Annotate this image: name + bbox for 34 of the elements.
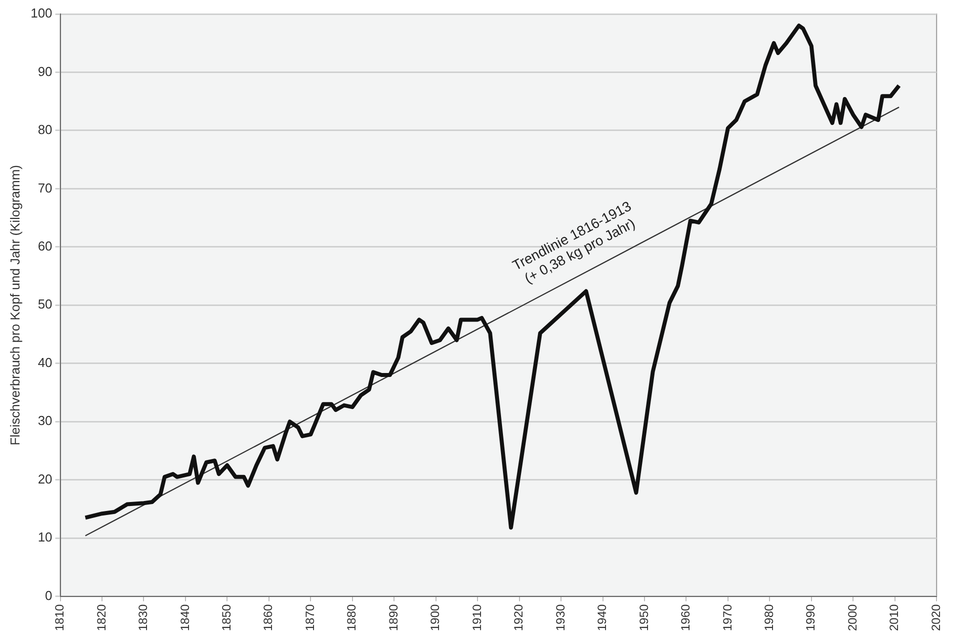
x-tick-label: 2020	[928, 604, 943, 632]
x-tick-label: 1970	[720, 604, 734, 632]
x-tick-label: 1840	[178, 604, 192, 632]
x-tick-label: 1850	[220, 604, 234, 632]
y-tick-label: 80	[38, 122, 52, 138]
y-tick-label: 20	[38, 471, 52, 486]
x-tick-label: 1980	[762, 604, 776, 632]
x-tick-label: 1920	[512, 604, 526, 632]
y-axis-title: Fleischverbrauch pro Kopf und Jahr (Kilogramm)	[7, 164, 22, 446]
y-tick-label: 30	[38, 413, 52, 428]
x-tick-label: 1900	[428, 604, 442, 632]
x-tick-label: 1880	[344, 604, 359, 632]
x-tick-label: 1950	[636, 604, 651, 632]
y-tick-label: 50	[38, 296, 52, 312]
x-tick-label: 1960	[678, 604, 693, 632]
x-tick-label: 1830	[136, 604, 150, 632]
x-tick-label: 2010	[887, 604, 902, 632]
x-tick-label: 1990	[804, 604, 818, 632]
x-tick-label: 1940	[595, 604, 610, 632]
x-tick-label: 1910	[470, 604, 484, 632]
x-tick-label: 1810	[52, 604, 67, 632]
x-tick-label: 2000	[845, 604, 860, 632]
x-tick-label: 1890	[386, 604, 400, 632]
x-tick-label: 1870	[302, 604, 317, 632]
y-tick-label: 70	[38, 180, 52, 196]
y-tick-label: 60	[38, 238, 52, 254]
y-tick-label: 10	[38, 530, 52, 545]
y-tick-label: 40	[38, 354, 52, 370]
x-tick-label: 1820	[94, 604, 108, 632]
y-tick-label: 100	[30, 6, 52, 21]
x-tick-label: 1930	[553, 604, 568, 632]
y-tick-label: 90	[38, 64, 52, 79]
x-tick-label: 1860	[261, 604, 276, 632]
y-tick-label: 0	[45, 588, 52, 603]
